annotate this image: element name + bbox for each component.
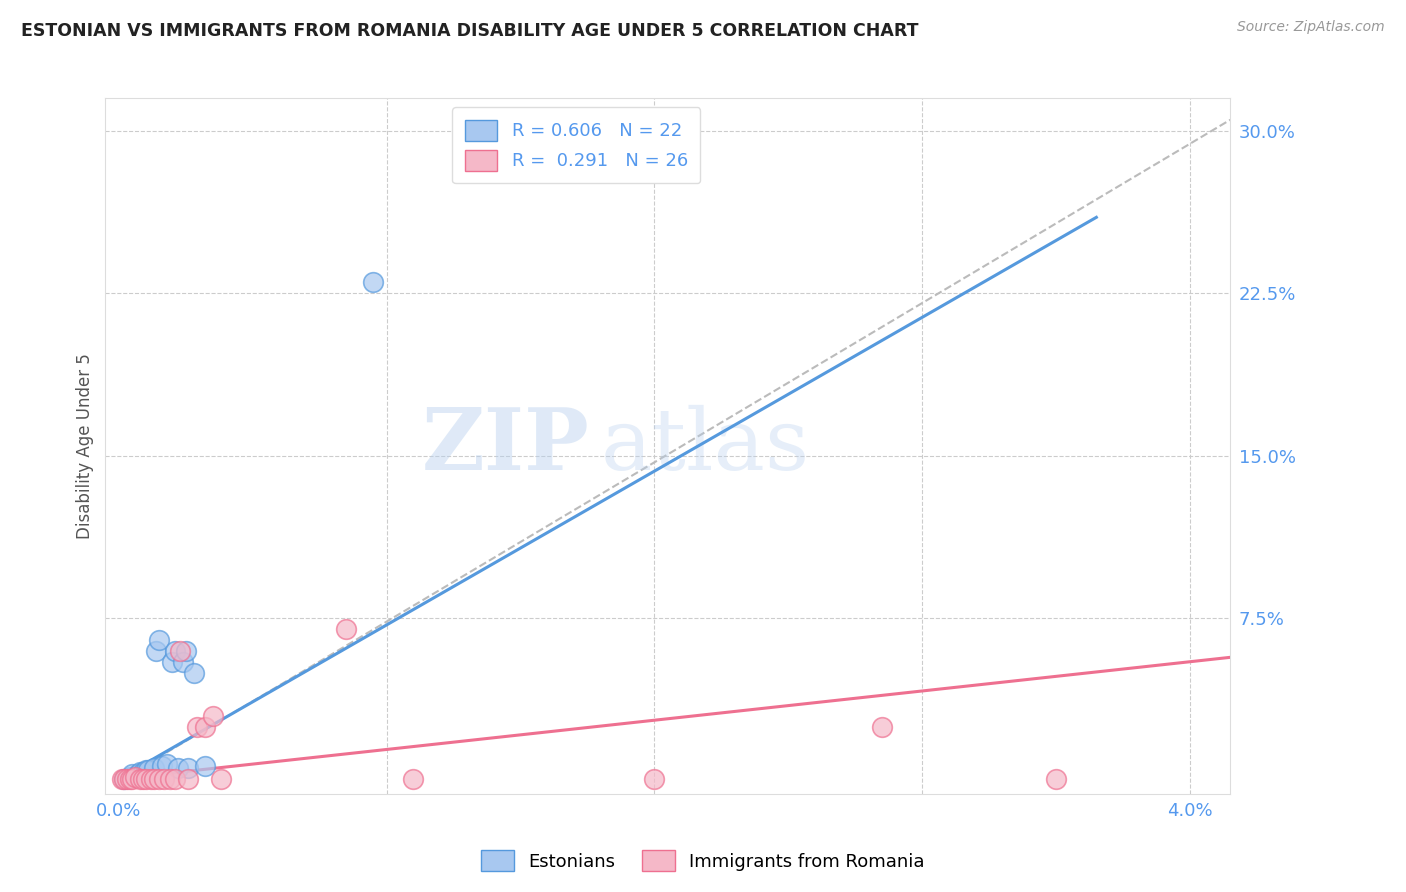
Point [139, 772, 162, 786]
Point [209, 772, 232, 786]
Point [127, 767, 149, 781]
Point [156, 756, 179, 771]
Point [162, 655, 184, 669]
Text: ZIP: ZIP [422, 404, 589, 488]
Point [132, 765, 155, 780]
Point [402, 772, 425, 786]
Point [193, 758, 215, 772]
Point [142, 761, 165, 775]
Point [148, 772, 170, 786]
Point [110, 772, 132, 786]
Point [112, 772, 135, 786]
Point [174, 644, 197, 658]
Point [121, 767, 143, 781]
Point [148, 632, 170, 647]
Point [165, 644, 187, 658]
Point [150, 758, 173, 772]
Text: ESTONIAN VS IMMIGRANTS FROM ROMANIA DISABILITY AGE UNDER 5 CORRELATION CHART: ESTONIAN VS IMMIGRANTS FROM ROMANIA DISA… [21, 22, 918, 40]
Point [124, 770, 146, 784]
Point [121, 772, 143, 786]
Point [118, 772, 141, 786]
Point [193, 720, 215, 734]
Point [136, 763, 159, 777]
Point [115, 772, 138, 786]
Point [135, 763, 157, 777]
Point [335, 622, 357, 636]
Text: atlas: atlas [600, 404, 810, 488]
Point [177, 761, 200, 775]
Point [1045, 772, 1067, 786]
Point [153, 772, 176, 786]
Legend: R = 0.606   N = 22, R =  0.291   N = 26: R = 0.606 N = 22, R = 0.291 N = 26 [451, 107, 700, 183]
Point [135, 772, 157, 786]
Point [159, 772, 181, 786]
Point [186, 720, 208, 734]
Point [132, 772, 155, 786]
Point [165, 772, 187, 786]
Point [129, 772, 152, 786]
Point [112, 772, 135, 786]
Point [177, 772, 200, 786]
Point [129, 765, 152, 780]
Point [361, 276, 384, 290]
Point [183, 665, 205, 680]
Text: Source: ZipAtlas.com: Source: ZipAtlas.com [1237, 20, 1385, 34]
Point [166, 761, 188, 775]
Point [169, 644, 191, 658]
Point [142, 772, 165, 786]
Y-axis label: Disability Age Under 5: Disability Age Under 5 [76, 353, 94, 539]
Legend: Estonians, Immigrants from Romania: Estonians, Immigrants from Romania [474, 843, 932, 879]
Point [201, 709, 224, 723]
Point [118, 770, 141, 784]
Point [870, 720, 893, 734]
Point [172, 655, 194, 669]
Point [643, 772, 665, 786]
Point [145, 644, 167, 658]
